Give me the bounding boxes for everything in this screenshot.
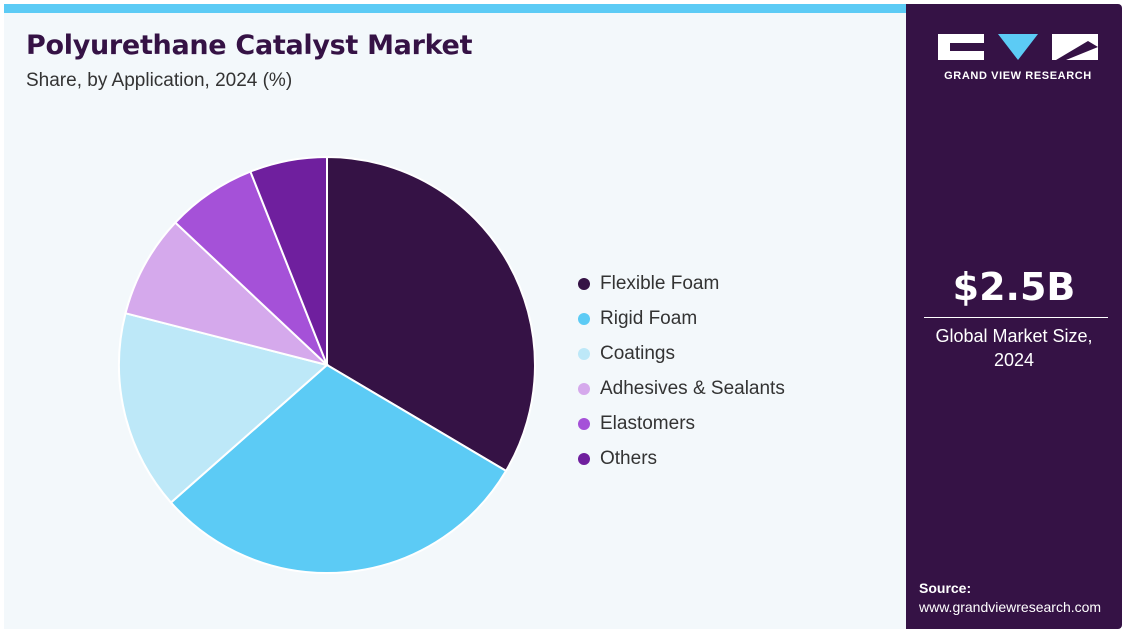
source-label: Source: bbox=[919, 580, 972, 596]
pie-slice-adhesives-sealants bbox=[124, 221, 328, 366]
legend-label: Coatings bbox=[600, 342, 675, 364]
legend-swatch bbox=[578, 277, 590, 290]
pie-slice-rigid-foam bbox=[169, 363, 508, 574]
legend-swatch bbox=[578, 347, 590, 360]
chart-legend: Flexible Foam Rigid Foam Coatings Adhesives… bbox=[578, 266, 785, 476]
top-accent-bar bbox=[4, 4, 906, 13]
pie-slice-flexible-foam bbox=[326, 155, 536, 473]
chart-title: Polyurethane Catalyst Market bbox=[26, 30, 473, 61]
legend-label: Elastomers bbox=[600, 412, 696, 434]
legend-label: Flexible Foam bbox=[600, 272, 720, 294]
market-size-label: Global Market Size, 2024 bbox=[906, 324, 1122, 372]
legend-label: Rigid Foam bbox=[600, 307, 698, 329]
market-size-label-line2: 2024 bbox=[993, 350, 1035, 370]
legend-item: Adhesives & Sealants bbox=[578, 371, 785, 406]
gvr-logo-icon bbox=[938, 34, 1098, 60]
legend-item: Coatings bbox=[578, 336, 785, 371]
legend-label: Adhesives & Sealants bbox=[600, 377, 785, 399]
divider bbox=[924, 317, 1108, 318]
brand-name: GRAND VIEW RESEARCH bbox=[944, 70, 1092, 82]
pie-slice-coatings bbox=[118, 312, 330, 504]
source-link[interactable]: www.grandviewresearch.com bbox=[919, 599, 1102, 615]
legend-swatch bbox=[578, 312, 590, 325]
pie-slice-others bbox=[249, 155, 328, 366]
market-size-label-line1: Global Market Size, bbox=[935, 326, 1093, 346]
legend-item: Rigid Foam bbox=[578, 301, 785, 336]
legend-label: Others bbox=[600, 447, 658, 469]
legend-item: Flexible Foam bbox=[578, 266, 785, 301]
market-size-value: $2.5B bbox=[952, 265, 1076, 309]
chart-subtitle: Share, by Application, 2024 (%) bbox=[26, 70, 293, 91]
legend-swatch bbox=[578, 382, 590, 395]
legend-item: Others bbox=[578, 441, 785, 476]
brand-panel bbox=[906, 4, 1122, 629]
legend-swatch bbox=[578, 452, 590, 465]
legend-item: Elastomers bbox=[578, 406, 785, 441]
pie-chart bbox=[118, 155, 536, 574]
legend-swatch bbox=[578, 417, 590, 430]
